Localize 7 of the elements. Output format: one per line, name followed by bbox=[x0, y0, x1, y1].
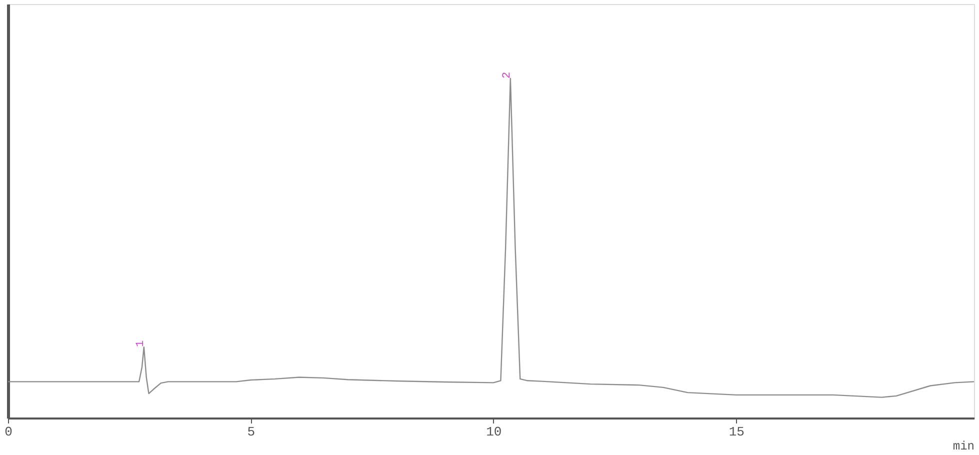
x-tick-label: 0 bbox=[4, 424, 12, 440]
x-axis-title: min bbox=[952, 440, 974, 454]
annotation: 1 bbox=[134, 340, 147, 348]
x-tick-label: 15 bbox=[728, 424, 744, 440]
x-tick-label: 5 bbox=[247, 424, 256, 440]
annotation: 2 bbox=[501, 72, 514, 79]
x-tick-label: 10 bbox=[486, 424, 502, 440]
